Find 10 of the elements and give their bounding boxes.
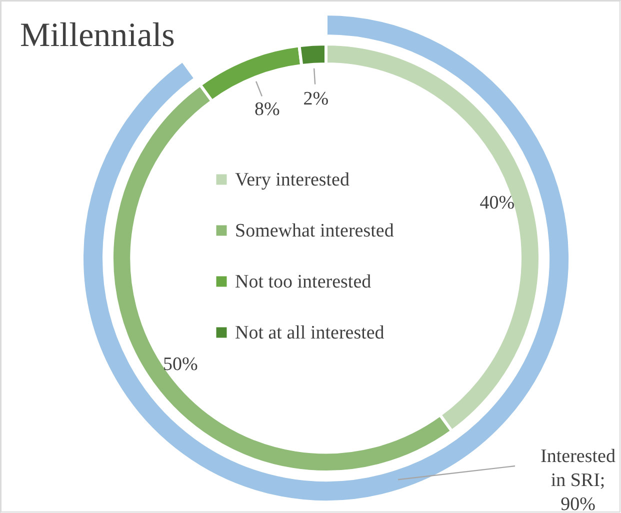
legend-label: Somewhat interested: [235, 220, 394, 242]
legend-label: Not at all interested: [235, 322, 385, 344]
data-label: 2%: [303, 88, 329, 110]
legend-label: Very interested: [235, 170, 350, 190]
legend-label: Not too interested: [235, 272, 372, 292]
chart-title: Millennials: [20, 17, 175, 54]
data-label: Interested in SRI; 90%: [540, 446, 616, 513]
data-label: 8%: [254, 99, 280, 120]
data-label: 50%: [162, 354, 198, 375]
data-label: 40%: [480, 192, 515, 214]
